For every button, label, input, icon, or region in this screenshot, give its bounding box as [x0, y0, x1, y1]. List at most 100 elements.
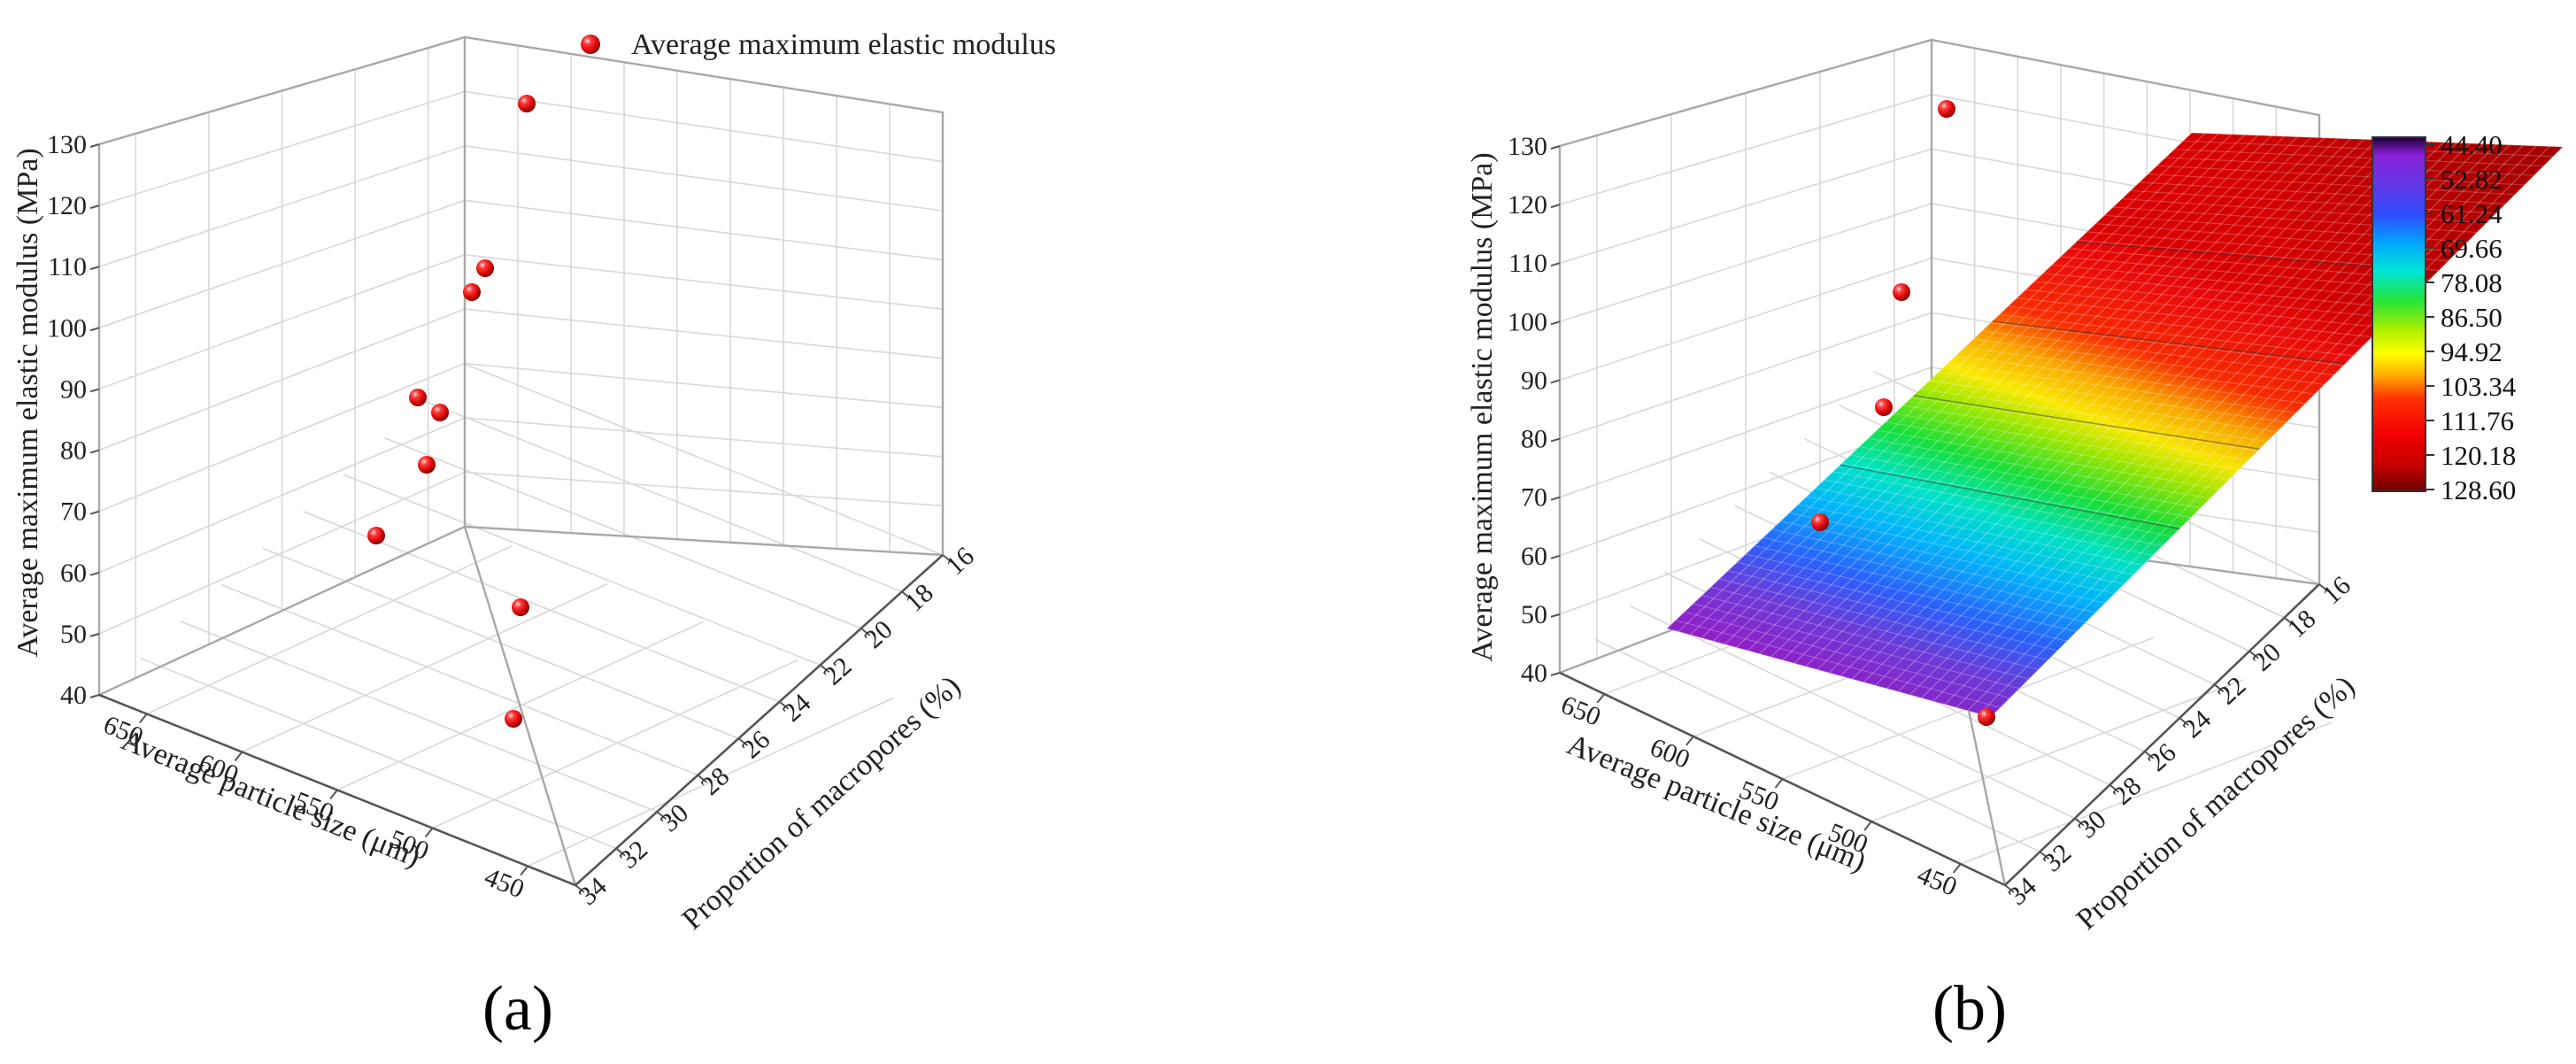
- y-tick-label: 28: [696, 761, 735, 801]
- mesh-line: [1929, 380, 2278, 433]
- z-tick-label: 110: [48, 252, 87, 281]
- z-tick: [89, 571, 100, 576]
- z-tick-label: 100: [47, 313, 87, 343]
- z-tick: [1550, 496, 1561, 501]
- mesh-line: [1859, 446, 2201, 509]
- z-tick: [89, 510, 100, 515]
- mesh-line: [1955, 355, 2306, 405]
- mesh-line: [1972, 338, 2325, 385]
- y-tick: [2039, 851, 2050, 860]
- z-tick-label: 50: [1521, 600, 1547, 629]
- mesh-line: [1967, 145, 2537, 712]
- y-floor-gridline: [303, 511, 780, 703]
- z-tick-label: 60: [1521, 542, 1547, 571]
- z-tick-label: 80: [1521, 425, 1547, 454]
- mesh-line: [1719, 578, 2048, 661]
- panel-a-legend: Average maximum elastic modulus: [581, 28, 1056, 61]
- z-tick-label: 100: [1508, 307, 1547, 336]
- y-tick-label: 18: [2282, 604, 2321, 644]
- z-tick: [89, 388, 100, 393]
- mesh-line: [1902, 405, 2248, 461]
- colorbar-tick-label: 103.34: [2441, 371, 2517, 402]
- panel-b: 4050607080901001101201306506005505004501…: [1466, 38, 2563, 1044]
- colorbar-tick-label: 44.40: [2441, 129, 2503, 160]
- mesh-line: [1754, 545, 2086, 623]
- z-gridline: [464, 199, 944, 261]
- z-tick: [1550, 437, 1561, 443]
- mesh-line: [1920, 388, 2268, 443]
- z-tick: [1550, 672, 1561, 676]
- z-tick: [89, 632, 100, 637]
- x-tick: [234, 751, 243, 762]
- y-tick: [942, 554, 953, 563]
- mesh-line: [1947, 363, 2296, 414]
- scatter-point: [512, 598, 529, 616]
- response-surface-shading: [1667, 133, 2563, 717]
- y-tick: [2144, 751, 2155, 759]
- y-tick: [2179, 717, 2189, 726]
- mesh-line: [1789, 512, 2125, 585]
- mesh-line: [1893, 412, 2240, 471]
- x-tick: [329, 789, 338, 800]
- mesh-line: [1747, 135, 2286, 652]
- x-tick-label: 450: [481, 862, 528, 904]
- z-tick: [89, 327, 100, 332]
- x-tick: [139, 713, 148, 724]
- z-tick-label: 120: [1508, 190, 1547, 220]
- colorbar-tick-label: 52.82: [2441, 164, 2503, 195]
- mesh-line: [2025, 289, 2382, 328]
- colorbar-tick-label: 94.92: [2441, 336, 2503, 367]
- mesh-line: [1885, 421, 2230, 481]
- legend-marker-icon: [581, 35, 600, 54]
- mesh-line: [2156, 165, 2525, 186]
- scatter-point: [367, 527, 385, 544]
- colorbar-tick-label: 78.08: [2441, 267, 2503, 298]
- scatter-point: [518, 95, 536, 112]
- z-tick-label: 60: [60, 559, 87, 588]
- mesh-line: [1667, 133, 2193, 629]
- legend-label: Average maximum elastic modulus: [631, 28, 1056, 61]
- scatter-point: [409, 389, 427, 406]
- z-tick: [89, 143, 100, 148]
- mesh-line: [2174, 149, 2544, 167]
- y-tick: [2283, 616, 2294, 626]
- z-tick: [1550, 320, 1561, 326]
- contour-line: [1913, 395, 2260, 451]
- mesh-line: [1851, 140, 2404, 680]
- panel-b-label: (b): [1932, 973, 2007, 1044]
- mesh-line: [1955, 144, 2524, 708]
- mesh-line: [1963, 347, 2316, 395]
- x-floor-gridline: [1960, 721, 2333, 865]
- mesh-line: [1990, 322, 2344, 366]
- z-gridline: [464, 417, 944, 458]
- scatter-point: [418, 456, 436, 474]
- panel-b-surface: [1667, 133, 2563, 717]
- y-tick-label: 16: [940, 542, 979, 582]
- y-tick-label: 34: [573, 872, 612, 912]
- mesh-line: [1824, 479, 2163, 547]
- mesh-line: [1736, 135, 2272, 648]
- mesh-line: [1938, 372, 2287, 423]
- colorbar-tick-label: 61.24: [2441, 198, 2503, 229]
- y-tick: [901, 590, 912, 600]
- z-gridline: [464, 90, 944, 163]
- y-floor-gridline: [1629, 605, 2076, 820]
- x-tick: [424, 827, 434, 838]
- y-tick-label: 18: [899, 578, 938, 618]
- mesh-line: [2139, 181, 2506, 204]
- y-tick: [2109, 783, 2119, 793]
- y-tick-label: 26: [2142, 738, 2181, 778]
- z-tick: [1550, 204, 1561, 209]
- panel-a-points: [367, 95, 536, 728]
- mesh-line: [1710, 586, 2039, 670]
- colorbar-tick-label: 120.18: [2441, 440, 2516, 471]
- y-tick-label: 24: [2178, 705, 2217, 744]
- y-tick-label: 22: [2212, 671, 2251, 711]
- y-floor-gridline: [343, 474, 821, 667]
- mesh-line: [1798, 504, 2134, 575]
- y-tick: [860, 628, 871, 636]
- x-tick: [1596, 693, 1606, 704]
- y-tick: [656, 811, 667, 820]
